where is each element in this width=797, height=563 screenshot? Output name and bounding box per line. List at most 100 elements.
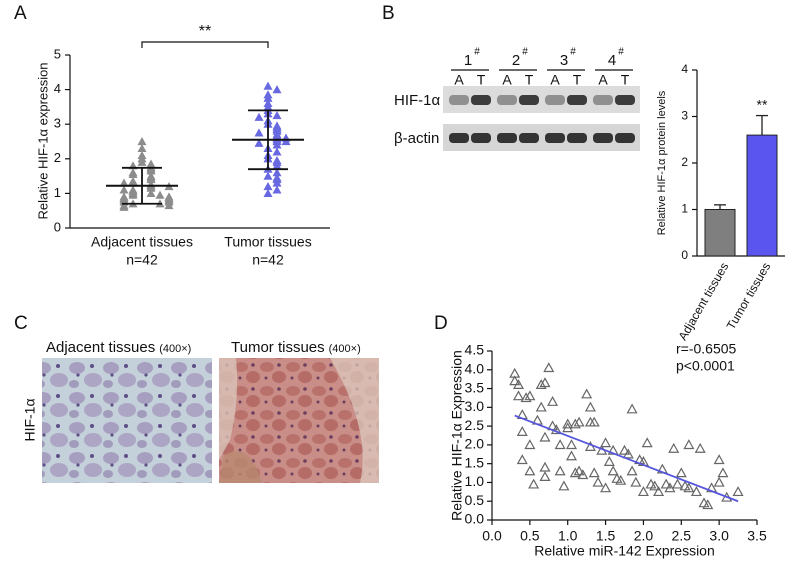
point: [626, 465, 638, 476]
lane-letter: A: [502, 72, 512, 88]
point: [263, 181, 273, 191]
point: [588, 467, 600, 478]
lane-letter: T: [621, 72, 630, 88]
image-title: Adjacent tissues: [46, 339, 155, 356]
stroma: [219, 451, 262, 483]
lane-mark: #: [618, 47, 624, 58]
point: [137, 157, 147, 166]
x-tick-label: Adjacent tissues: [676, 260, 732, 343]
band: [449, 133, 469, 143]
point: [653, 486, 665, 497]
point: [146, 188, 156, 197]
point: [668, 442, 680, 453]
point: [516, 426, 528, 436]
point: [675, 467, 687, 478]
point: [272, 178, 282, 187]
point: [543, 362, 555, 373]
point: [683, 439, 695, 450]
adjacent-image: [42, 358, 212, 483]
point: [119, 202, 129, 211]
band: [471, 95, 491, 105]
point: [603, 456, 615, 466]
annotation: r=-0.6505: [676, 341, 737, 357]
point: [573, 416, 585, 427]
point: [272, 161, 282, 170]
point: [272, 85, 282, 94]
point: [562, 418, 574, 429]
point: [626, 403, 638, 414]
point: [558, 480, 570, 491]
x-tick-label: 0.5: [520, 528, 540, 544]
point: [554, 439, 566, 450]
y-tick-label: 2.5: [465, 417, 485, 433]
point: [128, 178, 138, 187]
band: [497, 133, 517, 143]
band: [471, 133, 491, 143]
band: [519, 95, 539, 105]
y-tick-label: 1: [681, 202, 688, 216]
lane-number: 1: [464, 52, 472, 69]
point: [600, 482, 612, 493]
significance-label: **: [757, 96, 768, 112]
point: [263, 81, 273, 90]
point: [272, 168, 282, 177]
lane-number: 3: [560, 52, 568, 69]
point: [554, 465, 566, 476]
point: [146, 166, 156, 175]
point: [524, 465, 536, 476]
point: [512, 390, 525, 401]
point: [272, 147, 282, 156]
point: [263, 171, 273, 180]
panel-label: C: [14, 313, 28, 334]
x-tick-label: Adjacent tissues: [91, 234, 193, 250]
point: [641, 437, 653, 448]
point: [263, 93, 273, 102]
y-tick-label: 0: [54, 219, 61, 234]
y-tick-label: 5: [54, 46, 61, 61]
y-tick-label: 0.0: [465, 511, 485, 527]
point: [272, 140, 282, 149]
point: [254, 128, 264, 137]
y-tick-label: 3: [681, 109, 688, 123]
y-tick-label: 4.5: [465, 342, 485, 358]
point: [137, 137, 147, 146]
panel-label: B: [382, 3, 395, 24]
band: [567, 133, 587, 143]
bar: [704, 209, 736, 257]
point: [272, 185, 282, 194]
band: [545, 133, 565, 143]
stroma: [219, 358, 238, 460]
point: [618, 444, 631, 455]
point: [577, 469, 589, 480]
panel-label: D: [434, 313, 448, 334]
point: [155, 190, 165, 199]
point: [622, 448, 634, 459]
x-tick-label: Tumor tissues: [224, 234, 311, 250]
point: [600, 437, 612, 448]
point: [581, 388, 593, 399]
significance-label: **: [199, 23, 211, 40]
y-tick-label: 1: [54, 185, 61, 200]
y-tick-label: 3.5: [465, 379, 485, 395]
point: [584, 401, 596, 412]
x-tick-label: 3.0: [709, 528, 729, 544]
point: [254, 138, 264, 147]
point: [683, 482, 695, 493]
row-label: HIF-1α: [22, 398, 38, 441]
point: [128, 190, 138, 199]
point: [671, 478, 684, 489]
point: [516, 454, 528, 465]
lane-number: 2: [512, 52, 520, 69]
point: [539, 471, 551, 482]
band: [615, 133, 635, 143]
point: [524, 390, 536, 401]
y-axis-label: Relative HIF-1α Expression: [449, 350, 465, 521]
lane-letter: A: [598, 72, 608, 88]
point: [539, 431, 551, 442]
point: [146, 175, 156, 184]
x-tick-note: n=42: [126, 252, 158, 268]
point: [547, 395, 559, 406]
point: [569, 467, 581, 478]
point: [528, 478, 540, 489]
